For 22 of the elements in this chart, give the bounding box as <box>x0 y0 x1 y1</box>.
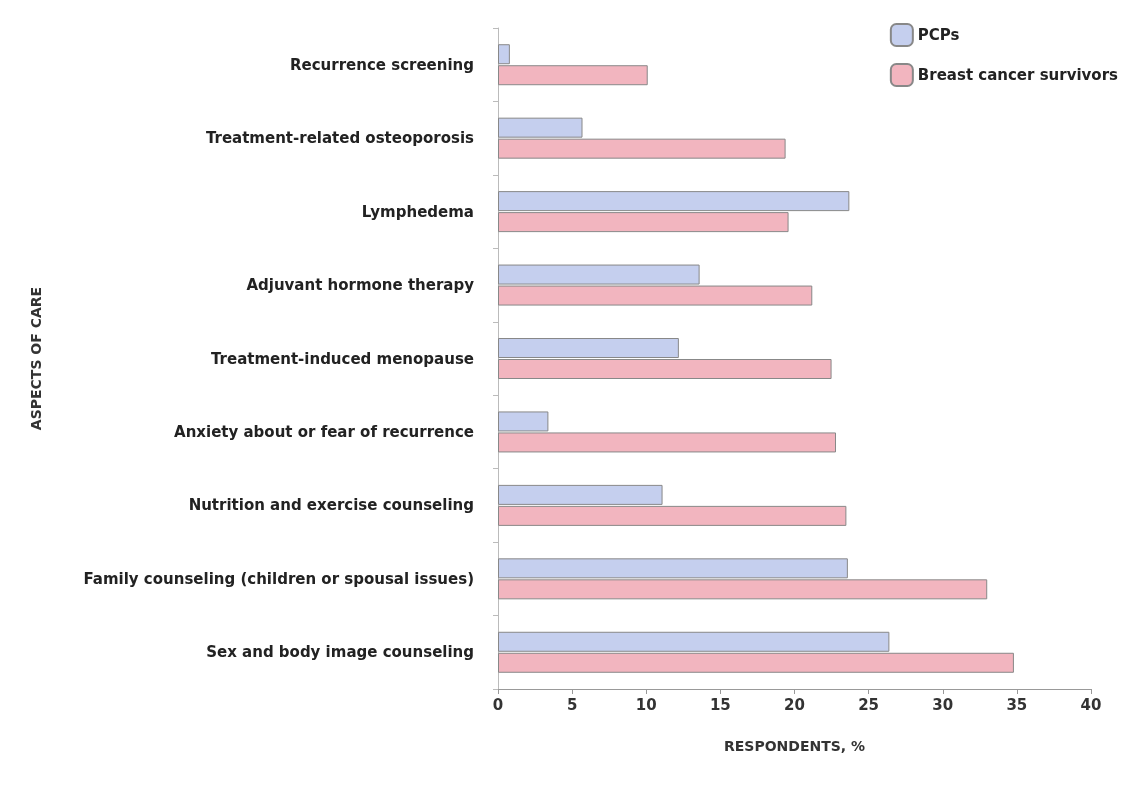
x-tick-label: 25 <box>858 695 880 714</box>
y-tick-label: Sex and body image counseling <box>206 643 474 662</box>
y-tick-label: Family counseling (children or spousal issues) <box>83 569 474 588</box>
y-tick-label: Recurrence screening <box>289 55 474 74</box>
y-axis-title: ASPECTS OF CARE <box>28 286 44 431</box>
y-tick-label: Anxiety about or fear of recurrence <box>174 422 474 441</box>
x-tick-label: 5 <box>566 695 578 714</box>
legend-label: Breast cancer survivors <box>917 66 1119 84</box>
x-tick-label: 15 <box>709 695 731 714</box>
x-tick-label: 35 <box>1006 695 1028 714</box>
x-axis-title: RESPONDENTS, % <box>723 738 866 754</box>
y-tick-label: Nutrition and exercise counseling <box>188 496 474 515</box>
legend-label: PCPs <box>917 26 960 44</box>
x-tick-label: 40 <box>1080 695 1102 714</box>
x-tick-label: 10 <box>635 695 657 714</box>
y-tick-label: Adjuvant hormone therapy <box>246 276 475 295</box>
y-tick-label: Treatment-induced menopause <box>210 349 474 368</box>
x-tick-label: 0 <box>492 695 504 714</box>
x-tick-label: 20 <box>784 695 805 714</box>
y-tick-label: Lymphedema <box>361 202 474 221</box>
y-tick-label: Treatment-related osteoporosis <box>205 129 475 148</box>
x-tick-label: 30 <box>932 695 954 714</box>
